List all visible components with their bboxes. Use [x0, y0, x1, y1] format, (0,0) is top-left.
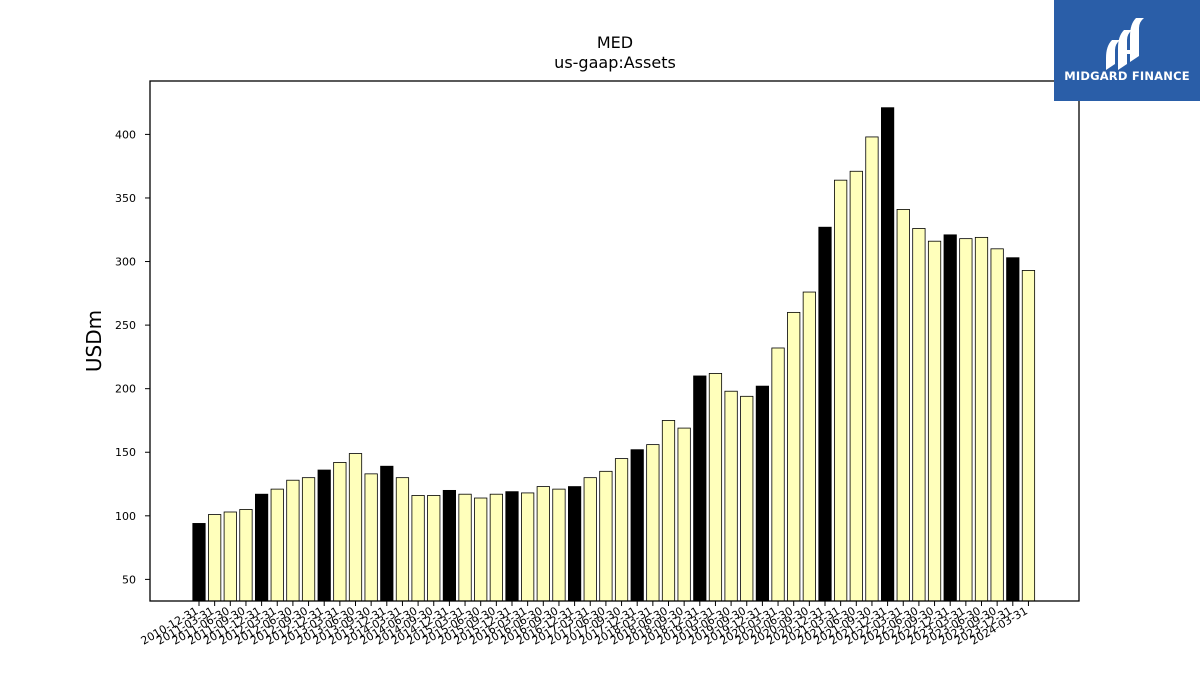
bar-2021-09-30 [865, 136, 879, 602]
bar-2022-06-30 [912, 228, 926, 602]
bar-2022-03-31 [896, 209, 910, 602]
bars-group [192, 107, 1036, 602]
bar-2014-09-30 [427, 495, 441, 602]
y-tick-label: 400 [115, 128, 136, 141]
logo-text: MIDGARD FINANCE [1064, 69, 1190, 83]
midgard-finance-logo: MIDGARD FINANCE [1054, 0, 1200, 101]
bar-2022-12-31 [943, 234, 957, 602]
y-tick-label: 150 [115, 446, 136, 459]
bar-2021-03-31 [834, 179, 848, 602]
bar-2023-09-30 [990, 248, 1004, 602]
y-tick-label: 300 [115, 256, 136, 269]
bar-2023-03-31 [959, 238, 973, 602]
bar-2013-03-31 [333, 462, 347, 602]
bar-2010-12-31 [192, 523, 206, 602]
bar-2022-09-30 [927, 240, 942, 602]
bar-2019-09-30 [740, 395, 754, 602]
bar-2018-12-31 [693, 375, 707, 602]
bar-2011-09-30 [239, 509, 253, 602]
bar-2015-12-31 [505, 491, 519, 602]
chart-title: MED [597, 33, 633, 52]
bar-2017-12-31 [630, 449, 644, 602]
plot-frame [149, 80, 1080, 602]
bar-2014-12-31 [442, 489, 457, 602]
bar-2013-09-30 [364, 473, 378, 602]
y-tick-label: 250 [115, 319, 136, 332]
y-tick-label: 350 [115, 192, 136, 205]
bar-2012-09-30 [301, 477, 316, 602]
bar-2011-06-30 [223, 511, 237, 602]
bar-2020-12-31 [818, 226, 832, 602]
bar-2018-03-31 [646, 444, 660, 602]
bar-2020-03-31 [771, 347, 785, 602]
bar-2016-06-30 [536, 486, 550, 602]
bar-2016-09-30 [552, 488, 566, 602]
bar-2023-06-30 [974, 236, 989, 602]
bar-2024-03-31 [1021, 270, 1036, 602]
bar-2014-06-30 [411, 495, 425, 602]
bar-2018-06-30 [661, 420, 676, 602]
bar-2012-03-31 [270, 488, 284, 602]
x-axis: 2010-12-312011-03-312011-06-302011-09-30… [139, 601, 1030, 648]
bar-2017-06-30 [599, 470, 613, 602]
bar-2016-03-31 [521, 492, 535, 602]
y-tick-label: 200 [115, 383, 136, 396]
y-tick-label: 50 [122, 573, 136, 586]
y-axis: 50 100 150 200 250 300 350 400 [115, 128, 150, 586]
bar-2020-06-30 [787, 311, 801, 602]
bar-2020-09-30 [802, 291, 816, 602]
bar-2023-12-31 [1006, 257, 1020, 602]
bar-2015-06-30 [474, 497, 488, 602]
bar-2019-06-30 [724, 390, 738, 602]
bar-2013-12-31 [380, 465, 394, 602]
logo-mark-icon [1106, 18, 1144, 70]
bar-2012-06-30 [286, 479, 300, 602]
bar-2011-12-31 [254, 493, 269, 602]
bar-2012-12-31 [317, 469, 331, 602]
bar-2021-06-30 [849, 170, 863, 602]
bar-2018-09-30 [677, 427, 691, 602]
y-tick-label: 100 [115, 510, 136, 523]
bar-2015-03-31 [458, 493, 472, 602]
bar-2021-12-31 [881, 107, 895, 602]
chart-subtitle: us-gaap:Assets [554, 53, 676, 72]
bar-2016-12-31 [568, 486, 582, 602]
bar-2017-09-30 [614, 458, 629, 602]
y-axis-label: USDm [82, 310, 106, 372]
bar-2015-09-30 [489, 493, 503, 602]
bar-2017-03-31 [583, 477, 597, 602]
bar-2011-03-31 [208, 514, 222, 602]
bar-2019-12-31 [755, 385, 770, 602]
bar-2013-06-30 [348, 453, 363, 602]
bar-2014-03-31 [395, 477, 410, 602]
bar-2019-03-31 [708, 373, 723, 602]
